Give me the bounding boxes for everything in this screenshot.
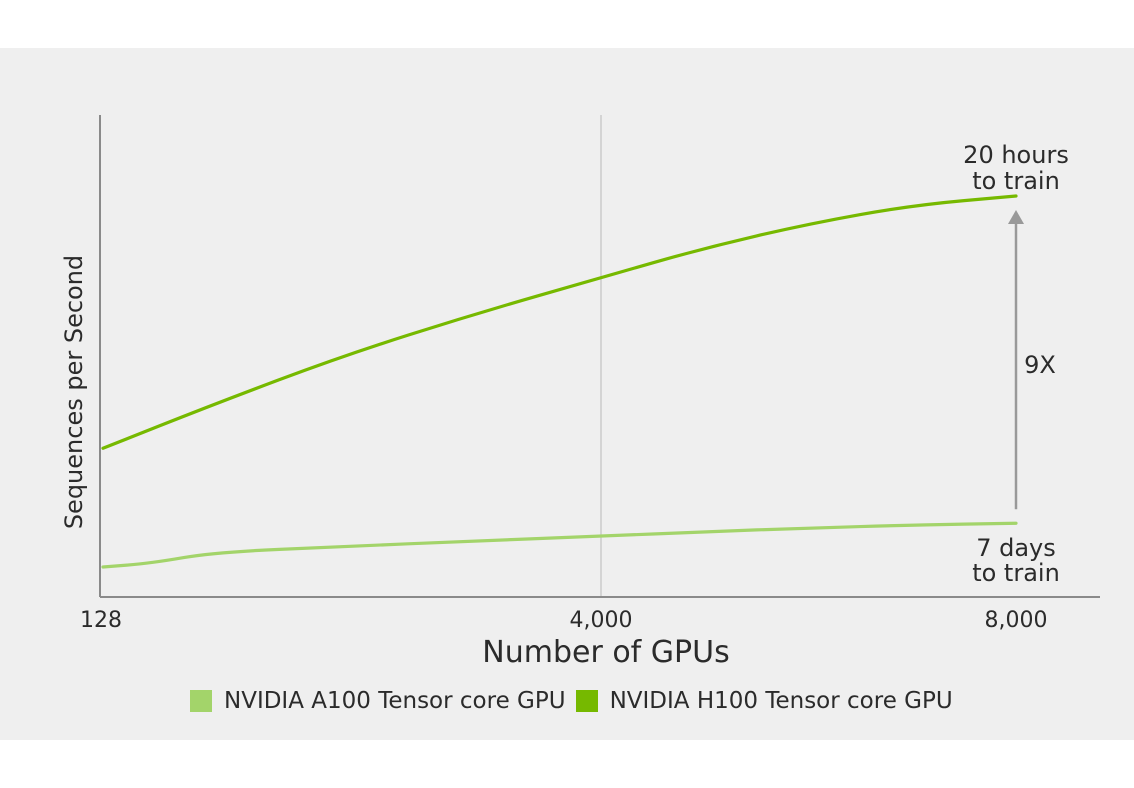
x-axis-title: Number of GPUs [482, 635, 729, 670]
x-tick-label: 8,000 [985, 608, 1048, 633]
x-tick-label: 4,000 [570, 608, 633, 633]
legend-item-a100: NVIDIA A100 Tensor core GPU [190, 688, 566, 714]
legend-swatch-h100 [575, 690, 598, 712]
chart-background [0, 48, 1134, 740]
annotation-top-line1: 20 hours [963, 141, 1069, 169]
annotation-bottom-line2: to train [972, 559, 1060, 587]
annotation-bottom-line1: 7 days [976, 534, 1056, 562]
chart-legend: NVIDIA A100 Tensor core GPU NVIDIA H100 … [190, 686, 963, 716]
plot-area [99, 115, 1100, 598]
legend-label-h100: NVIDIA H100 Tensor core GPU [609, 688, 953, 714]
series-line-a100 [101, 521, 1018, 569]
legend-item-h100: NVIDIA H100 Tensor core GPU [575, 688, 953, 714]
annotation-top-line2: to train [972, 167, 1060, 195]
legend-swatch-a100 [190, 690, 212, 712]
y-axis-title: Sequences per Second [60, 255, 88, 529]
speedup-arrow [1008, 210, 1024, 510]
series-line-h100 [101, 194, 1018, 450]
x-tick-label: 128 [80, 608, 122, 633]
legend-label-a100: NVIDIA A100 Tensor core GPU [224, 688, 566, 714]
annotation-multiplier: 9X [1024, 351, 1056, 379]
arrow-head [1008, 210, 1024, 224]
